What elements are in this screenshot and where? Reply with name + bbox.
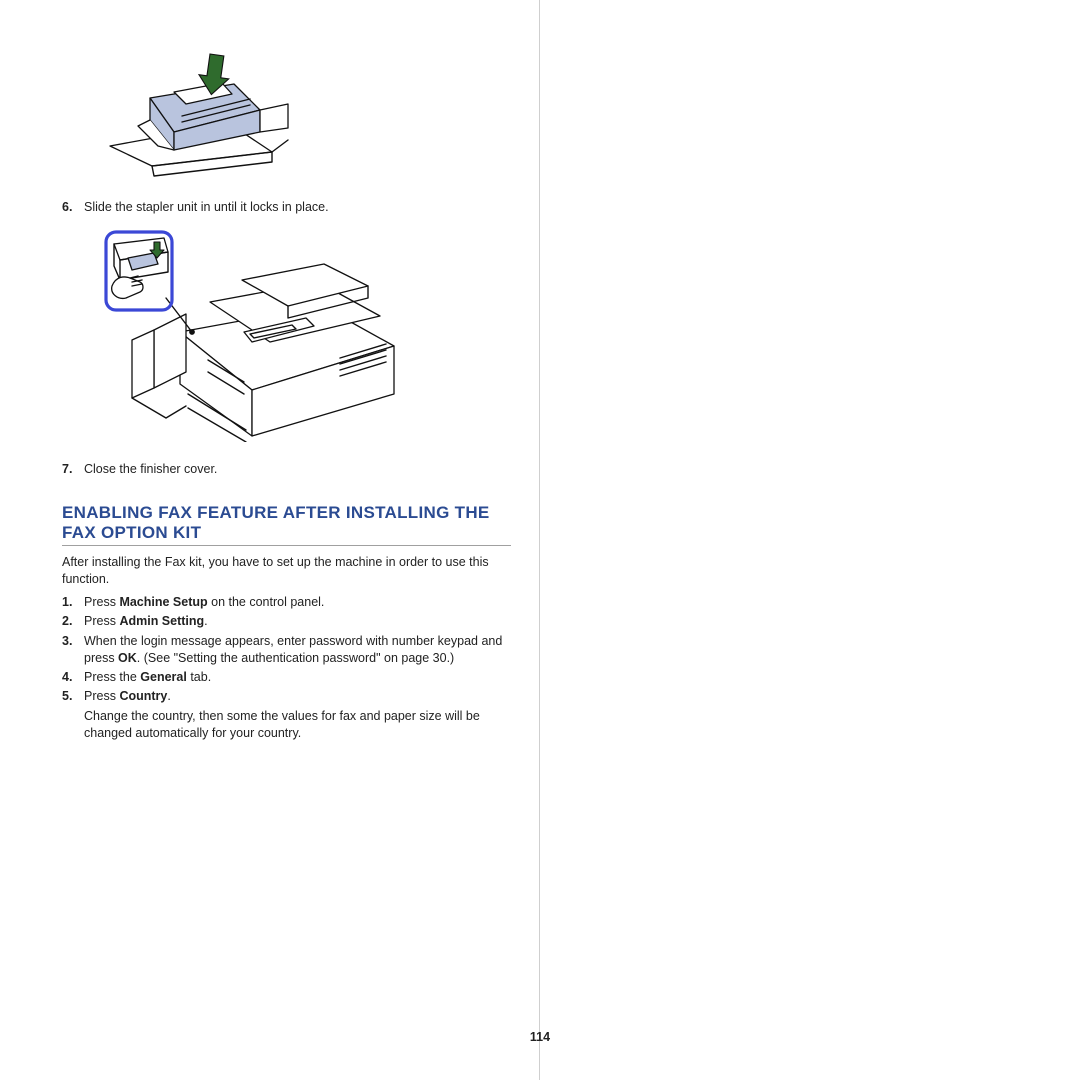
step-7: Close the finisher cover.: [62, 461, 511, 478]
procedure-step-3: When the login message appears, enter pa…: [62, 633, 511, 668]
procedure-step-1: Press Machine Setup on the control panel…: [62, 594, 511, 611]
step-list-1: Slide the stapler unit in until it locks…: [62, 199, 511, 216]
step-list-2: Close the finisher cover.: [62, 461, 511, 478]
procedure-step-4: Press the General tab.: [62, 669, 511, 686]
figure-stapler-cartridge: [102, 50, 302, 180]
section-heading: ENABLING FAX FEATURE AFTER INSTALLING TH…: [62, 503, 511, 543]
procedure-step-5: Press Country.: [62, 688, 511, 705]
right-column: [540, 0, 1080, 1080]
intro-paragraph: After installing the Fax kit, you have t…: [62, 554, 511, 589]
procedure-step-2: Press Admin Setting.: [62, 613, 511, 630]
procedure-continuation: Change the country, then some the values…: [62, 708, 511, 743]
step-6: Slide the stapler unit in until it locks…: [62, 199, 511, 216]
heading-rule: [62, 545, 511, 546]
manual-page: Slide the stapler unit in until it locks…: [0, 0, 1080, 1080]
left-column: Slide the stapler unit in until it locks…: [0, 0, 540, 1080]
figure-printer-insert: [92, 222, 412, 442]
procedure-list: Press Machine Setup on the control panel…: [62, 594, 511, 706]
page-number: 114: [0, 1030, 1080, 1044]
